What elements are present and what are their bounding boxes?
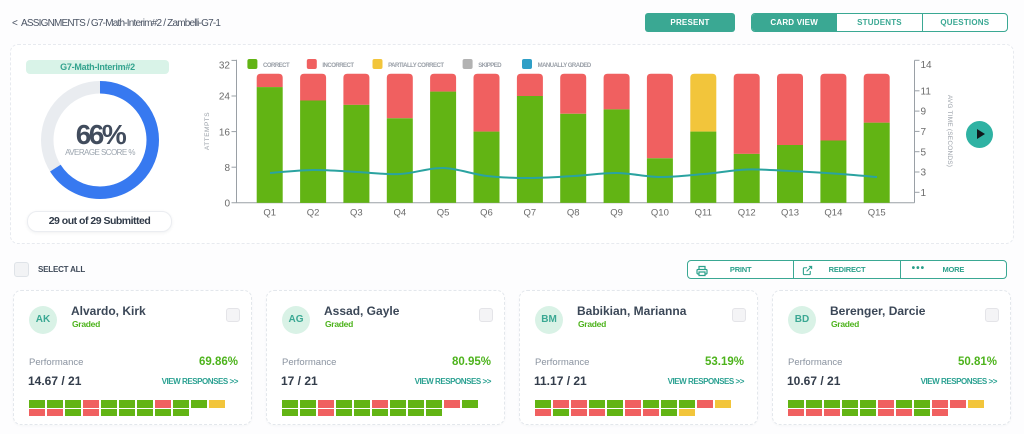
svg-text:Q13: Q13 bbox=[781, 208, 799, 219]
svg-text:Q11: Q11 bbox=[695, 208, 712, 219]
svg-text:Q4: Q4 bbox=[393, 208, 406, 219]
svg-text:PARTIALLY CORRECT: PARTIALLY CORRECT bbox=[388, 63, 444, 69]
svg-text:11: 11 bbox=[921, 86, 932, 97]
svg-text:5: 5 bbox=[921, 147, 927, 158]
svg-text:16: 16 bbox=[219, 127, 231, 138]
svg-text:1: 1 bbox=[921, 188, 927, 199]
svg-text:Q5: Q5 bbox=[437, 208, 450, 219]
svg-text:SKIPPED: SKIPPED bbox=[478, 63, 502, 69]
svg-text:7: 7 bbox=[921, 127, 927, 138]
svg-text:3: 3 bbox=[921, 168, 927, 179]
svg-text:8: 8 bbox=[224, 163, 230, 174]
svg-text:INCORRECT: INCORRECT bbox=[322, 63, 354, 69]
svg-text:Q3: Q3 bbox=[350, 208, 363, 219]
svg-text:14: 14 bbox=[921, 60, 933, 71]
svg-text:32: 32 bbox=[219, 60, 231, 71]
svg-text:MANUALLY GRADED: MANUALLY GRADED bbox=[538, 63, 592, 69]
svg-text:CORRECT: CORRECT bbox=[263, 63, 290, 69]
svg-text:Q12: Q12 bbox=[738, 208, 756, 219]
svg-text:0: 0 bbox=[224, 199, 230, 210]
svg-text:Q10: Q10 bbox=[651, 208, 669, 219]
svg-text:Q14: Q14 bbox=[824, 208, 842, 219]
svg-text:Q9: Q9 bbox=[610, 208, 623, 219]
svg-text:9: 9 bbox=[921, 107, 927, 118]
svg-text:Q6: Q6 bbox=[480, 208, 493, 219]
svg-text:24: 24 bbox=[219, 92, 231, 103]
svg-text:Q7: Q7 bbox=[524, 208, 537, 219]
svg-text:Q8: Q8 bbox=[567, 208, 580, 219]
svg-text:Q1: Q1 bbox=[263, 208, 276, 219]
svg-text:Q2: Q2 bbox=[307, 208, 320, 219]
svg-text:AVG TIME (SECONDS): AVG TIME (SECONDS) bbox=[946, 95, 953, 167]
svg-text:ATTEMPTS: ATTEMPTS bbox=[204, 112, 211, 150]
svg-text:Q15: Q15 bbox=[868, 208, 886, 219]
